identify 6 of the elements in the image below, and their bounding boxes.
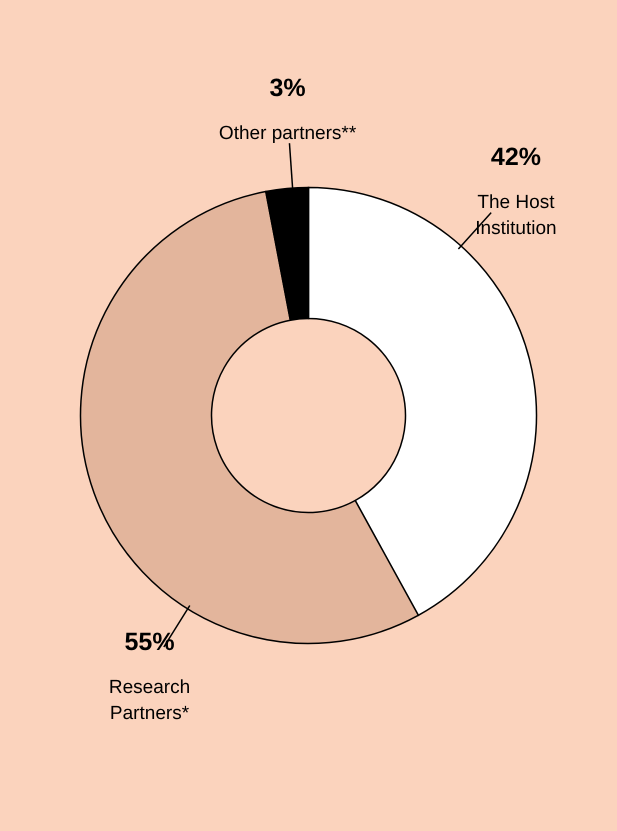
data-label: 3%	[270, 74, 306, 102]
slice-label: Research Partners*	[108, 676, 190, 724]
data-label: 42%	[490, 143, 541, 172]
slice-label: Other partners**	[218, 123, 357, 144]
slice-label: The Host Institution	[475, 192, 557, 240]
data-label: 55%	[124, 628, 175, 656]
